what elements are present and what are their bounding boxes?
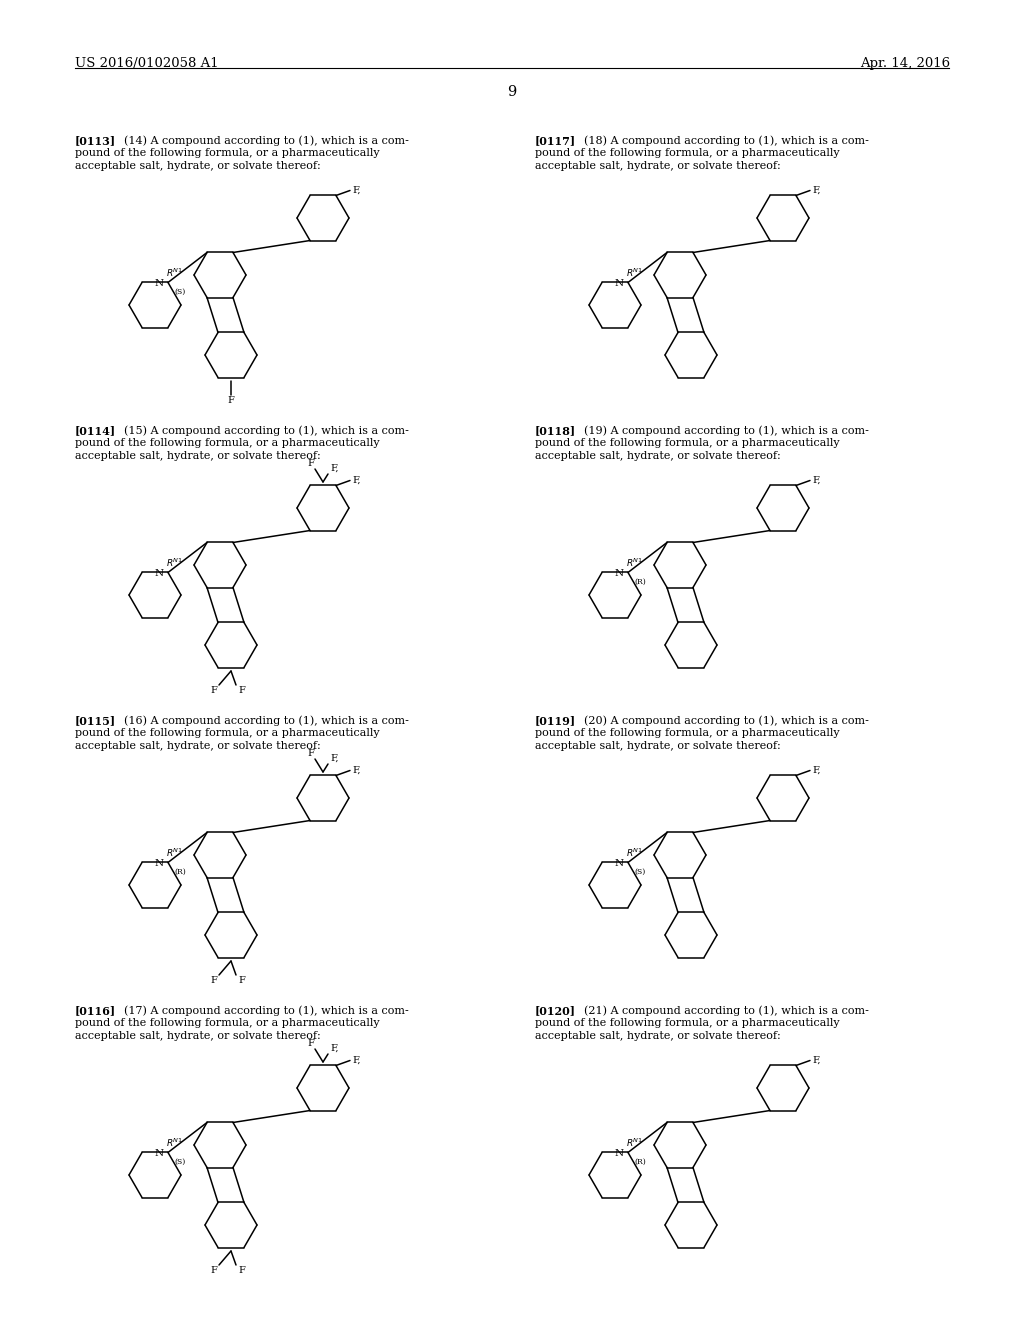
Text: [0113]: [0113] — [75, 135, 116, 147]
Text: acceptable salt, hydrate, or solvate thereof:: acceptable salt, hydrate, or solvate the… — [75, 1031, 321, 1041]
Text: acceptable salt, hydrate, or solvate thereof:: acceptable salt, hydrate, or solvate the… — [535, 161, 780, 172]
Text: F,: F, — [352, 477, 360, 484]
Text: (16) A compound according to (1), which is a com-: (16) A compound according to (1), which … — [117, 715, 409, 726]
Text: [0116]: [0116] — [75, 1005, 116, 1016]
Text: [0120]: [0120] — [535, 1005, 575, 1016]
Text: [0118]: [0118] — [535, 425, 577, 436]
Text: F: F — [238, 1266, 245, 1275]
Text: N: N — [614, 279, 624, 288]
Text: (S): (S) — [174, 1158, 185, 1166]
Text: pound of the following formula, or a pharmaceutically: pound of the following formula, or a pha… — [75, 148, 380, 158]
Text: F,: F, — [330, 465, 339, 473]
Text: pound of the following formula, or a pharmaceutically: pound of the following formula, or a pha… — [75, 729, 380, 738]
Text: F: F — [238, 686, 245, 696]
Text: F,: F, — [812, 186, 820, 195]
Text: $R^{N1}$: $R^{N1}$ — [626, 847, 643, 859]
Text: F,: F, — [352, 186, 360, 195]
Text: F: F — [210, 686, 217, 696]
Text: F,: F, — [812, 477, 820, 484]
Text: N: N — [155, 1148, 164, 1158]
Text: F,: F, — [812, 766, 820, 775]
Text: F,: F, — [330, 754, 339, 763]
Text: pound of the following formula, or a pharmaceutically: pound of the following formula, or a pha… — [535, 438, 840, 447]
Text: US 2016/0102058 A1: US 2016/0102058 A1 — [75, 57, 219, 70]
Text: pound of the following formula, or a pharmaceutically: pound of the following formula, or a pha… — [75, 1018, 380, 1028]
Text: $R^{N1}$: $R^{N1}$ — [166, 557, 183, 569]
Text: pound of the following formula, or a pharmaceutically: pound of the following formula, or a pha… — [535, 729, 840, 738]
Text: acceptable salt, hydrate, or solvate thereof:: acceptable salt, hydrate, or solvate the… — [75, 451, 321, 461]
Text: F: F — [238, 975, 245, 985]
Text: [0119]: [0119] — [535, 715, 577, 726]
Text: acceptable salt, hydrate, or solvate thereof:: acceptable salt, hydrate, or solvate the… — [75, 741, 321, 751]
Text: F,: F, — [352, 766, 360, 775]
Text: F,: F, — [352, 1056, 360, 1065]
Text: pound of the following formula, or a pharmaceutically: pound of the following formula, or a pha… — [75, 438, 380, 447]
Text: N: N — [155, 569, 164, 578]
Text: (R): (R) — [174, 867, 185, 875]
Text: F,: F, — [330, 1044, 339, 1053]
Text: $R^{N1}$: $R^{N1}$ — [626, 1137, 643, 1150]
Text: (14) A compound according to (1), which is a com-: (14) A compound according to (1), which … — [117, 135, 409, 145]
Text: $R^{N1}$: $R^{N1}$ — [626, 557, 643, 569]
Text: F: F — [307, 748, 314, 758]
Text: (17) A compound according to (1), which is a com-: (17) A compound according to (1), which … — [117, 1005, 409, 1015]
Text: F: F — [307, 1039, 314, 1048]
Text: $R^{N1}$: $R^{N1}$ — [626, 267, 643, 280]
Text: 9: 9 — [507, 84, 517, 99]
Text: F: F — [210, 1266, 217, 1275]
Text: [0114]: [0114] — [75, 425, 116, 436]
Text: acceptable salt, hydrate, or solvate thereof:: acceptable salt, hydrate, or solvate the… — [75, 161, 321, 172]
Text: N: N — [614, 1148, 624, 1158]
Text: (R): (R) — [634, 577, 646, 586]
Text: (18) A compound according to (1), which is a com-: (18) A compound according to (1), which … — [577, 135, 869, 145]
Text: acceptable salt, hydrate, or solvate thereof:: acceptable salt, hydrate, or solvate the… — [535, 1031, 780, 1041]
Text: (20) A compound according to (1), which is a com-: (20) A compound according to (1), which … — [577, 715, 869, 726]
Text: (S): (S) — [174, 288, 185, 296]
Text: (21) A compound according to (1), which is a com-: (21) A compound according to (1), which … — [577, 1005, 869, 1015]
Text: N: N — [614, 569, 624, 578]
Text: [0117]: [0117] — [535, 135, 577, 147]
Text: N: N — [155, 279, 164, 288]
Text: $R^{N1}$: $R^{N1}$ — [166, 267, 183, 280]
Text: [0115]: [0115] — [75, 715, 116, 726]
Text: acceptable salt, hydrate, or solvate thereof:: acceptable salt, hydrate, or solvate the… — [535, 451, 780, 461]
Text: (R): (R) — [634, 1158, 646, 1166]
Text: acceptable salt, hydrate, or solvate thereof:: acceptable salt, hydrate, or solvate the… — [535, 741, 780, 751]
Text: F: F — [307, 459, 314, 469]
Text: F: F — [210, 975, 217, 985]
Text: F: F — [227, 396, 234, 405]
Text: $R^{N1}$: $R^{N1}$ — [166, 847, 183, 859]
Text: (S): (S) — [634, 867, 645, 875]
Text: (15) A compound according to (1), which is a com-: (15) A compound according to (1), which … — [117, 425, 409, 436]
Text: Apr. 14, 2016: Apr. 14, 2016 — [860, 57, 950, 70]
Text: (19) A compound according to (1), which is a com-: (19) A compound according to (1), which … — [577, 425, 869, 436]
Text: F,: F, — [812, 1056, 820, 1065]
Text: N: N — [614, 859, 624, 869]
Text: N: N — [155, 859, 164, 869]
Text: pound of the following formula, or a pharmaceutically: pound of the following formula, or a pha… — [535, 148, 840, 158]
Text: $R^{N1}$: $R^{N1}$ — [166, 1137, 183, 1150]
Text: pound of the following formula, or a pharmaceutically: pound of the following formula, or a pha… — [535, 1018, 840, 1028]
